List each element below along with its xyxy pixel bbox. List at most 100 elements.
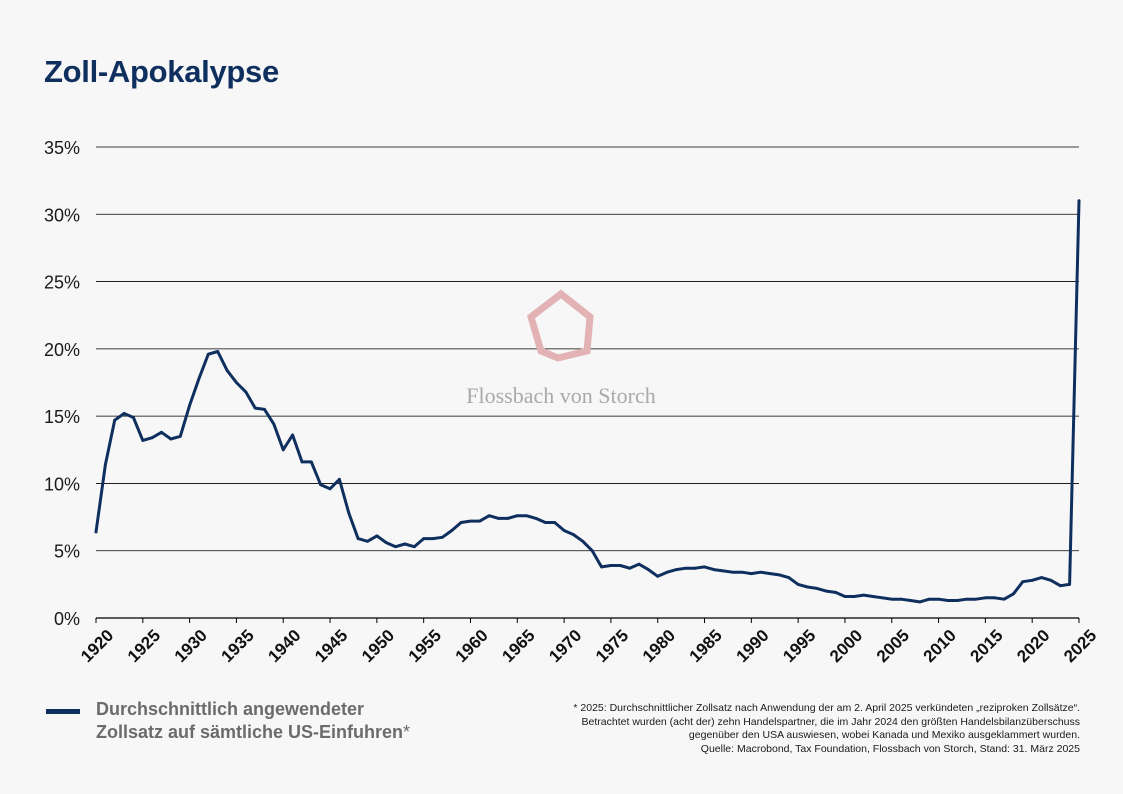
data-point [628,566,632,570]
data-point [132,416,135,419]
x-tick-label: 1960 [452,626,492,666]
data-point [675,568,678,571]
data-point [955,599,959,602]
x-tick-label: 1945 [311,626,351,666]
data-point [646,568,650,571]
data-point [431,537,435,541]
data-point [113,418,117,422]
watermark: Flossbach von Storch [466,289,656,408]
x-tick-label: 1985 [686,626,726,666]
y-tick-label: 5% [54,542,80,562]
data-point [300,460,304,464]
data-point [721,569,725,573]
data-point [394,545,397,549]
watermark-text: Flossbach von Storch [466,383,655,408]
legend-label: Durchschnittlich angewendeter Zollsatz a… [96,698,410,744]
data-point [553,521,557,524]
data-point [141,438,145,442]
data-point [806,585,809,589]
data-point [965,597,969,601]
data-point [712,568,716,571]
x-tick-label: 1970 [545,626,585,666]
data-point [572,533,575,536]
data-point [94,530,98,534]
x-tick-label: 1950 [358,626,398,666]
legend-footnote-marker: * [403,722,411,742]
data-point [188,403,192,407]
data-point [909,599,912,602]
data-point [515,514,519,518]
data-point [338,477,341,481]
data-point [178,434,182,438]
data-point [263,408,266,411]
data-point [1068,582,1072,586]
data-point [216,350,220,353]
data-point [1040,576,1043,580]
legend-label-line1: Durchschnittlich angewendeter [96,699,365,719]
data-point [637,562,641,566]
data-point [937,597,940,601]
data-point [253,406,257,410]
legend: Durchschnittlich angewendeter Zollsatz a… [46,698,410,744]
x-tick-label: 1995 [779,626,819,666]
data-point [918,600,922,604]
data-point [487,514,491,518]
data-point [581,539,585,543]
data-point [169,437,173,441]
footnote: * 2025: Durchschnittlicher Zollsatz nach… [520,702,1080,756]
y-tick-label: 35% [44,138,80,158]
data-point [497,517,500,520]
data-point [328,487,332,491]
data-point [1021,580,1025,584]
data-point [787,576,791,580]
x-tick-label: 1920 [77,626,117,666]
y-tick-label: 10% [44,474,80,494]
y-axis-tick-labels: 0% 5% 10% 15% 20% 25% 30% 35% [44,138,80,629]
data-point [656,574,660,578]
data-point [815,586,819,590]
legend-label-line2: Zollsatz auf sämtliche US-Einfuhren [96,722,404,742]
data-point [946,599,950,602]
series-line [94,199,1081,604]
y-tick-label: 20% [44,340,80,360]
data-point [852,595,856,598]
data-point [834,591,837,594]
data-points [94,199,1081,604]
x-tick-label: 2015 [967,626,1007,666]
data-point [899,597,903,601]
data-point [768,572,772,575]
data-point [749,572,753,575]
data-point [366,539,369,543]
data-point [927,597,931,601]
data-point [525,514,529,518]
data-point [1030,578,1034,582]
data-point [693,566,697,570]
y-tick-label: 25% [44,273,80,293]
footnote-source: Quelle: Macrobond, Tax Foundation, Floss… [700,742,1080,755]
data-point [272,422,276,426]
x-tick-label: 1940 [264,626,304,666]
data-point [356,537,360,541]
data-point [206,352,210,356]
data-point [347,511,351,515]
data-point [291,433,294,437]
data-point [459,521,463,524]
data-point [422,537,426,541]
data-point [609,564,613,567]
x-tick-label: 1930 [171,626,211,666]
data-point [534,517,538,520]
x-axis-tick-labels: 1920 1925 1930 1935 1940 1945 1950 1955 1960 1965… [77,618,1100,666]
legend-swatch [46,709,80,714]
x-tick-label: 1965 [498,626,538,666]
data-point [1002,597,1006,601]
data-point [731,570,735,574]
x-tick-label: 2005 [873,626,913,666]
data-point [1058,584,1062,588]
data-point [759,570,763,574]
data-point [684,566,688,570]
watermark-logo [526,289,594,362]
x-tick-label: 1975 [592,626,632,666]
y-tick-label: 30% [44,205,80,225]
data-point [103,463,107,466]
